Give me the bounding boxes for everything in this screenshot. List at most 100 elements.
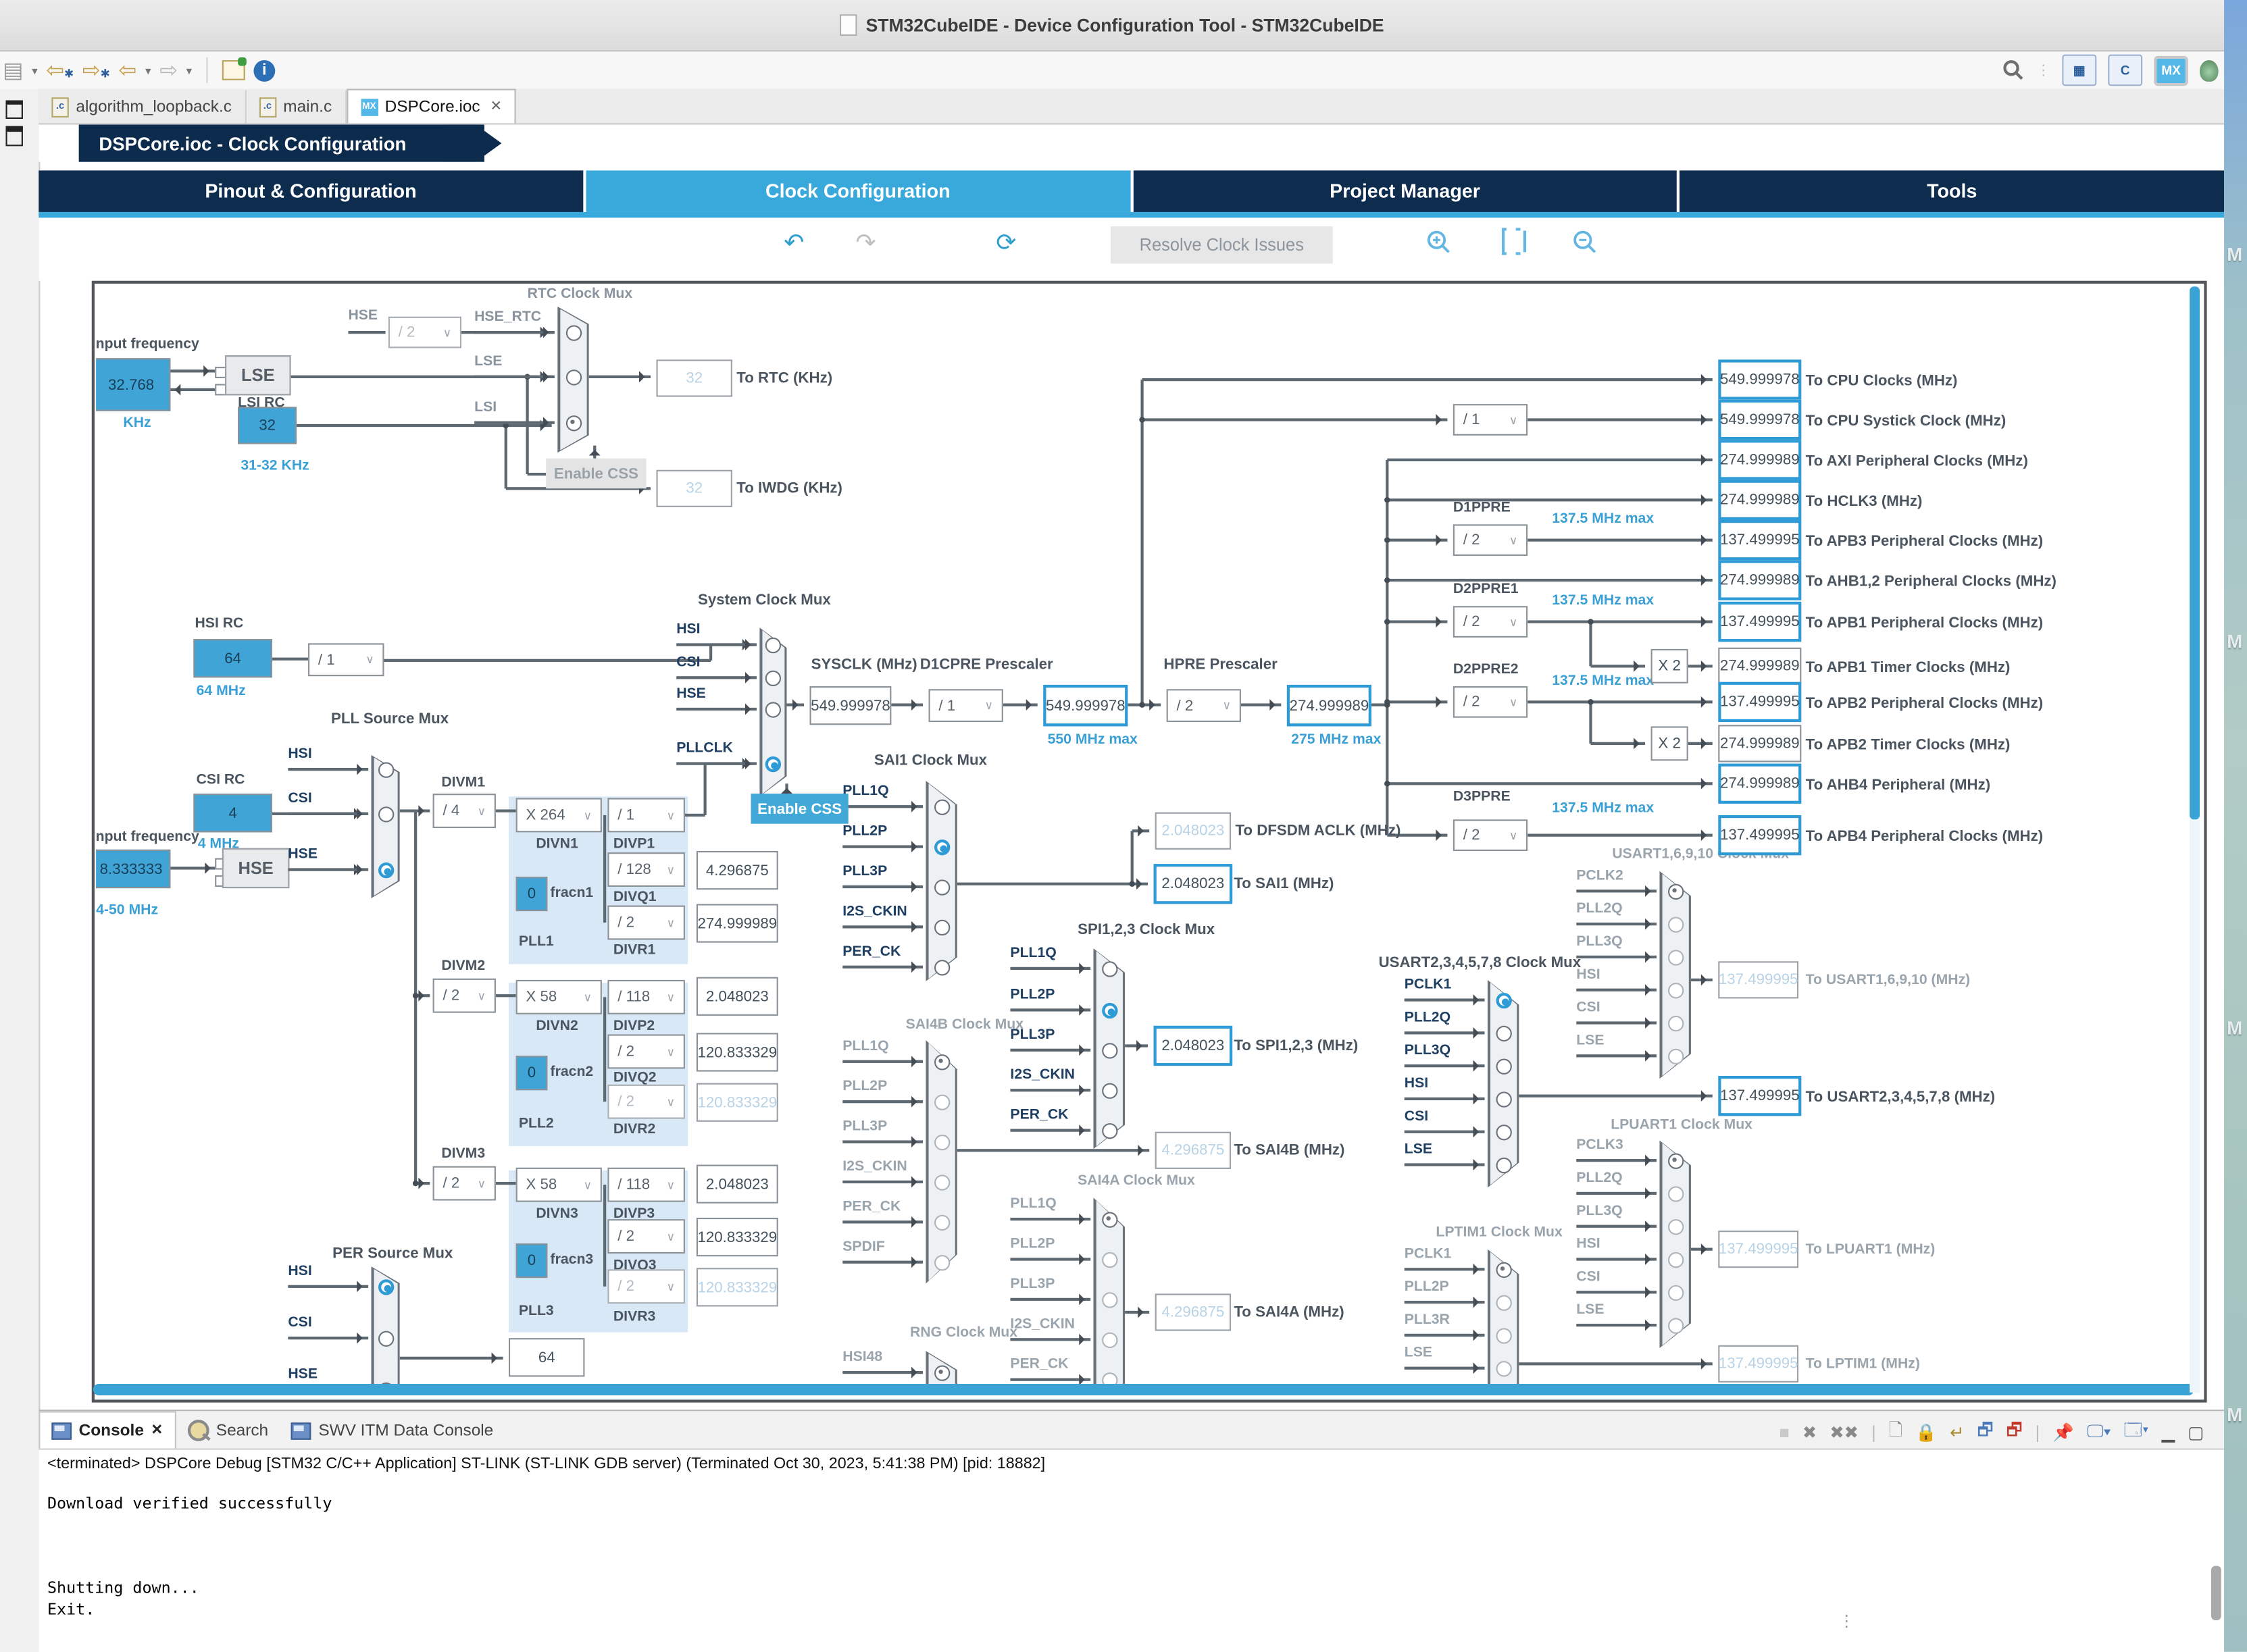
remove-launch-icon[interactable]: ✖ — [1802, 1422, 1817, 1442]
spi123-clock-mux-input-i2s_ckin[interactable] — [1101, 1082, 1117, 1098]
frequency-value-box[interactable]: 4 — [193, 794, 273, 833]
back-icon[interactable]: ⇦ — [118, 57, 137, 82]
frequency-value-box[interactable]: 0 — [515, 1056, 548, 1091]
frequency-value-box[interactable]: 2.048023 — [1153, 864, 1233, 904]
spi123-clock-mux-input-pll2p[interactable] — [1101, 1002, 1117, 1018]
usart16910-clock-mux-input-pll2q[interactable] — [1667, 916, 1684, 932]
frequency-value-box[interactable]: 274.999989 — [1718, 763, 1802, 804]
frequency-value-box[interactable]: 4.296875 — [696, 850, 778, 890]
usart16910-clock-mux-input-pclk2[interactable] — [1667, 883, 1684, 900]
system-clock-mux-input-csi[interactable] — [765, 669, 782, 686]
rtc-clock-mux-input-lsi[interactable] — [565, 415, 582, 431]
usart234578-clock-mux-input-csi[interactable] — [1495, 1124, 1511, 1140]
divider-select[interactable]: / 2 ∨ — [388, 316, 462, 349]
frequency-value-box[interactable]: 0 — [515, 877, 548, 912]
usart16910-clock-mux-input-hsi[interactable] — [1667, 982, 1684, 998]
show-console-on-stderr-icon[interactable]: 🗗 — [2006, 1420, 2023, 1440]
config-tab-pinout-configuration[interactable]: Pinout & Configuration — [39, 170, 583, 212]
frequency-value-box[interactable]: 8.333333 — [96, 849, 171, 889]
sai4b-clock-mux-input-pll2p[interactable] — [933, 1093, 950, 1110]
console-tab-swv-itm-data-console[interactable]: SWV ITM Data Console — [280, 1412, 505, 1448]
divider-select[interactable]: / 1 ∨ — [308, 643, 384, 677]
frequency-value-box[interactable]: 137.499995 — [1718, 519, 1802, 561]
sai4b-clock-mux-input-pll1q[interactable] — [933, 1054, 950, 1070]
sai4a-clock-mux-input-i2s_ckin[interactable] — [1101, 1331, 1117, 1347]
frequency-value-box[interactable]: 120.833329 — [696, 1033, 778, 1072]
divider-select[interactable]: / 2 ∨ — [607, 1084, 685, 1119]
rtc-clock-mux-input-lse[interactable] — [565, 369, 582, 385]
frequency-value-box[interactable]: 32 — [238, 407, 297, 444]
frequency-value-box[interactable]: X 2 — [1650, 648, 1688, 683]
frequency-value-box[interactable]: 274.999989 — [1718, 440, 1802, 480]
frequency-value-box[interactable]: 32.768 — [96, 358, 171, 411]
lpuart1-clock-mux-input-pclk3[interactable] — [1667, 1152, 1684, 1168]
frequency-value-box[interactable]: 2.048023 — [1155, 812, 1232, 850]
sai1-clock-mux-input-pll3p[interactable] — [933, 879, 950, 895]
search-icon[interactable] — [2002, 59, 2025, 82]
display-selected-console-icon[interactable]: 🖵▾ — [2087, 1421, 2111, 1441]
usart234578-clock-mux-input-pll3q[interactable] — [1495, 1058, 1511, 1074]
divider-select[interactable]: / 118 ∨ — [607, 979, 685, 1014]
console-tab-console[interactable]: Console ✕ — [39, 1411, 176, 1449]
forward-icon[interactable]: ⇨ — [159, 57, 178, 82]
close-console-icon[interactable]: ✕ — [151, 1422, 163, 1439]
usart234578-clock-mux-input-pll2q[interactable] — [1495, 1025, 1511, 1041]
frequency-value-box[interactable]: 137.499995 — [1718, 1231, 1799, 1268]
per-source-mux-input-csi[interactable] — [377, 1330, 394, 1346]
console-scrollbar[interactable] — [2211, 1566, 2221, 1621]
config-tab-tools[interactable]: Tools — [1680, 170, 2225, 212]
frequency-value-box[interactable]: 274.999989 — [1718, 560, 1802, 600]
config-tab-clock-configuration[interactable]: Clock Configuration — [586, 170, 1130, 212]
reset-clock-icon[interactable]: ⟳ — [996, 229, 1017, 257]
lpuart1-clock-mux-input-pll3q[interactable] — [1667, 1218, 1684, 1235]
editor-tab-DSPCore-ioc[interactable]: MX DSPCore.ioc ✕ — [346, 88, 517, 124]
resolve-clock-issues-button[interactable]: Resolve Clock Issues — [1110, 226, 1333, 264]
remove-all-launches-icon[interactable]: ✖✖ — [1829, 1422, 1859, 1442]
debug-perspective-icon[interactable] — [2199, 59, 2219, 81]
frequency-value-box[interactable]: 2.048023 — [1153, 1025, 1233, 1066]
divider-select[interactable]: / 2 ∨ — [607, 1034, 685, 1069]
frequency-value-box[interactable]: 549.999978 — [1718, 359, 1802, 400]
divider-select[interactable]: / 2 ∨ — [1453, 686, 1528, 718]
editor-tab-algorithm_loopback-c[interactable]: .c algorithm_loopback.c — [39, 90, 247, 124]
pll-source-mux-input-hsi[interactable] — [377, 761, 394, 777]
frequency-value-box[interactable]: 64 — [509, 1338, 585, 1377]
lpuart1-clock-mux-input-csi[interactable] — [1667, 1284, 1684, 1300]
frequency-value-box[interactable]: 0 — [515, 1243, 548, 1279]
enable-css-button[interactable]: Enable CSS — [751, 794, 849, 824]
frequency-value-box[interactable]: X 2 — [1650, 726, 1688, 761]
frequency-value-box[interactable]: 137.499995 — [1718, 681, 1802, 723]
enable-css-button[interactable]: Enable CSS — [546, 458, 647, 489]
frequency-value-box[interactable]: 274.999989 — [696, 904, 778, 943]
frequency-value-box[interactable]: 137.499995 — [1718, 961, 1799, 999]
config-tab-project-manager[interactable]: Project Manager — [1132, 170, 1677, 212]
frequency-value-box[interactable]: 274.999989 — [1718, 647, 1802, 685]
canvas-horizontal-scrollbar[interactable] — [93, 1384, 2194, 1396]
frequency-value-box[interactable]: 274.999989 — [1286, 684, 1371, 727]
divider-select[interactable]: / 1 ∨ — [928, 689, 1003, 723]
divider-select[interactable]: / 2 ∨ — [1166, 689, 1241, 723]
frequency-value-box[interactable]: 137.499995 — [1718, 1345, 1799, 1383]
fit-to-view-icon[interactable] — [1501, 230, 1527, 253]
divider-select[interactable]: X 264 ∨ — [515, 798, 602, 833]
back-caret[interactable]: ▾ — [145, 63, 151, 77]
divider-select[interactable]: / 4 ∨ — [432, 794, 496, 829]
console-tab-search[interactable]: Search — [176, 1412, 280, 1448]
open-console-icon[interactable]: 🗔▾ — [2123, 1420, 2149, 1440]
frequency-value-box[interactable]: 64 — [193, 639, 273, 678]
lpuart1-clock-mux-input-hsi[interactable] — [1667, 1251, 1684, 1268]
usart234578-clock-mux-input-pclk1[interactable] — [1495, 991, 1511, 1008]
divider-select[interactable]: / 2 ∨ — [607, 905, 685, 940]
per-source-mux-input-hsi[interactable] — [377, 1279, 394, 1295]
sai4a-clock-mux-input-pll1q[interactable] — [1101, 1211, 1117, 1227]
rng-clock-mux-input-hsi48[interactable] — [933, 1364, 950, 1380]
frequency-value-box[interactable]: 549.999978 — [809, 686, 892, 725]
frequency-value-box[interactable]: 32 — [656, 469, 732, 507]
zoom-in-icon[interactable] — [1426, 229, 1452, 255]
frequency-value-box[interactable]: 137.499995 — [1718, 1075, 1802, 1116]
lptim1-clock-mux-input-pll2p[interactable] — [1495, 1294, 1511, 1310]
frequency-value-box[interactable]: 32 — [656, 359, 732, 397]
divider-select[interactable]: X 58 ∨ — [515, 1167, 602, 1202]
clear-console-icon[interactable]: 🗋 — [1888, 1420, 1903, 1440]
sai1-clock-mux-input-i2s_ckin[interactable] — [933, 919, 950, 935]
